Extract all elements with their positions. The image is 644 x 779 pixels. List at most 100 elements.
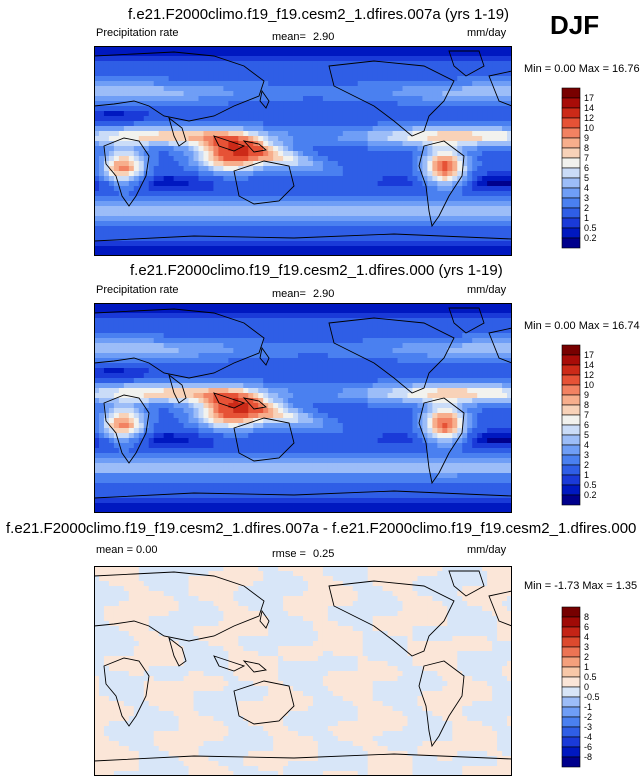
map-cell [94,383,100,389]
map-cell [407,353,413,359]
map-cell [283,156,289,162]
map-cell [352,191,359,197]
map-cell [507,126,512,132]
map-cell [283,146,289,152]
map-cell [238,66,244,72]
map-cell [507,231,512,237]
map-cell [382,373,388,379]
map-cell [108,373,115,379]
map-cell [158,101,165,107]
map-cell [407,181,413,187]
map-cell [422,251,428,256]
map-cell [108,358,115,364]
map-cell [452,131,458,137]
map-cell [133,363,140,369]
map-cell [248,373,254,379]
map-cell [238,206,244,212]
map-cell [98,333,105,339]
map-cell [243,333,249,339]
map-cell [193,231,199,237]
map-cell [108,96,115,102]
map-cell [437,226,443,232]
map-cell [183,156,189,162]
map-cell [402,246,408,252]
map-cell [163,196,170,202]
map-cell [507,211,512,217]
map-cell [123,216,130,222]
map-cell [223,348,229,354]
map-cell [178,328,184,334]
map-cell [377,81,384,87]
map-cell [243,76,249,82]
map-cell [492,96,498,102]
map-cell [228,308,234,314]
map-cell [362,363,369,369]
map-cell [392,338,398,344]
map-cell [367,121,374,127]
map-cell [392,106,398,112]
map-cell [477,318,483,324]
map-cell [248,111,254,117]
map-cell [303,101,309,107]
map-cell [243,136,249,142]
map-cell [317,323,324,329]
map-cell [253,373,259,379]
panel2-variable: Precipitation rate [96,284,179,296]
map-cell [268,211,274,217]
map-cell [312,328,319,334]
map-cell [437,181,443,187]
map-cell [138,206,145,212]
map-cell [213,116,219,122]
map-cell [128,71,135,77]
map-cell [108,318,115,324]
map-cell [108,141,115,147]
map-cell [437,171,443,177]
map-cell [148,201,155,207]
map-cell [258,51,264,57]
map-cell [342,66,349,72]
map-cell [98,186,105,192]
map-cell [153,136,160,142]
map-cell [462,161,468,167]
map-cell [298,348,304,354]
map-cell [382,181,388,187]
map-cell [502,101,508,107]
map-cell [238,226,244,232]
map-cell [228,251,234,256]
map-cell [472,141,478,147]
map-cell [208,236,214,242]
map-cell [382,318,388,324]
map-cell [417,116,423,122]
map-cell [213,323,219,329]
map-cell [298,338,304,344]
map-cell [322,146,329,152]
map-cell [352,141,359,147]
map-cell [108,76,115,82]
map-cell [223,221,229,227]
map-cell [312,338,319,344]
map-cell [143,318,150,324]
map-cell [507,368,512,374]
map-cell [432,368,438,374]
map-cell [467,51,473,57]
map-cell [213,201,219,207]
map-cell [477,86,483,92]
map-cell [94,66,100,72]
map-cell [407,91,413,97]
map-cell [133,216,140,222]
map-cell [472,136,478,142]
coastline [213,135,246,152]
map-cell [377,91,384,97]
map-cell [387,181,393,187]
map-cell [183,191,189,197]
panel1-mean-value: 2.90 [313,31,335,43]
map-cell [188,378,194,384]
map-cell [203,91,209,97]
map-cell [138,338,145,344]
map-cell [317,126,324,132]
map-cell [507,76,512,82]
map-cell [173,151,179,157]
map-cell [352,186,359,192]
map-cell [352,328,359,334]
map-cell [113,46,120,52]
